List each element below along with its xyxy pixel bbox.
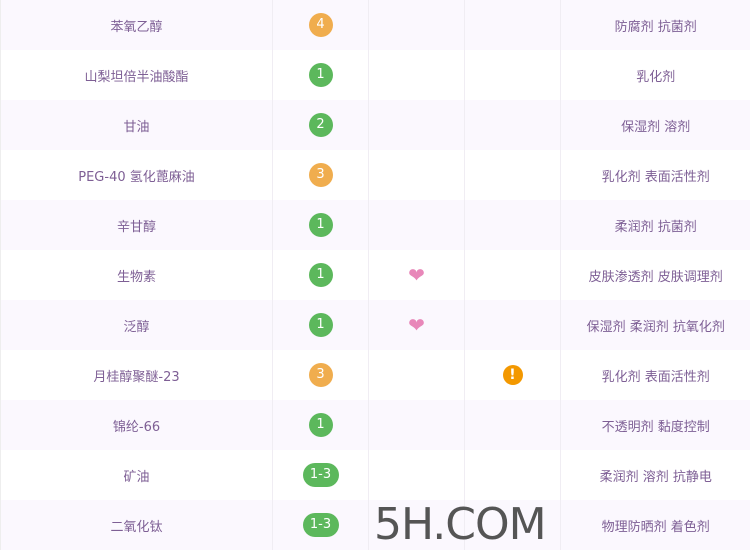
usage-purpose: 保湿剂 溶剂 [560,100,750,150]
usage-purpose: 防腐剂 抗菌剂 [560,0,750,50]
usage-purpose: 保湿剂 柔润剂 抗氧化剂 [560,300,750,350]
safety-score-badge: 1 [308,213,333,237]
ingredient-name[interactable]: PEG-40 氢化蓖麻油 [0,150,273,200]
active-cell [368,100,465,150]
risk-cell: ! [464,350,561,400]
usage-purpose: 柔润剂 溶剂 抗静电 [560,450,750,500]
risk-cell [464,400,561,450]
ingredient-name[interactable]: 生物素 [0,250,273,300]
safety-score-badge: 1-3 [302,463,339,487]
ingredient-name[interactable]: 二氧化钛 [0,500,273,550]
usage-purpose: 乳化剂 表面活性剂 [560,350,750,400]
risk-cell [464,250,561,300]
risk-cell [464,150,561,200]
safety-score-badge: 2 [308,113,333,137]
table-row[interactable]: 苯氧乙醇 4 防腐剂 抗菌剂 [0,0,750,50]
heart-icon: ❤ [408,263,425,287]
safety-score-badge: 1 [308,263,333,287]
safety-score-cell: 1 [272,200,369,250]
table-row[interactable]: 泛醇 1 ❤ 保湿剂 柔润剂 抗氧化剂 [0,300,750,350]
active-cell [368,0,465,50]
risk-cell [464,50,561,100]
active-cell [368,200,465,250]
ingredient-name[interactable]: 辛甘醇 [0,200,273,250]
heart-icon: ❤ [408,313,425,337]
risk-cell [464,500,561,550]
safety-score-cell: 3 [272,350,369,400]
active-cell [368,150,465,200]
ingredient-name[interactable]: 山梨坦倍半油酸酯 [0,50,273,100]
table-row[interactable]: PEG-40 氢化蓖麻油 3 乳化剂 表面活性剂 [0,150,750,200]
risk-cell [464,300,561,350]
table-row[interactable]: 矿油 1-3 柔润剂 溶剂 抗静电 [0,450,750,500]
risk-cell [464,200,561,250]
table-row[interactable]: 月桂醇聚醚-23 3 ! 乳化剂 表面活性剂 [0,350,750,400]
active-cell [368,450,465,500]
safety-score-badge: 3 [308,163,333,187]
table-row[interactable]: 二氧化钛 1-3 物理防晒剂 着色剂 [0,500,750,550]
safety-score-cell: 1-3 [272,450,369,500]
table-row[interactable]: 甘油 2 保湿剂 溶剂 [0,100,750,150]
safety-score-badge: 1 [308,63,333,87]
safety-score-cell: 1-3 [272,500,369,550]
safety-score-badge: 4 [308,13,333,37]
ingredient-name[interactable]: 泛醇 [0,300,273,350]
exclamation-circle-icon: ! [502,365,523,385]
table-row[interactable]: 锦纶-66 1 不透明剂 黏度控制 [0,400,750,450]
ingredient-name[interactable]: 矿油 [0,450,273,500]
safety-score-badge: 1-3 [302,513,339,537]
active-cell [368,350,465,400]
safety-score-badge: 1 [308,313,333,337]
table-row[interactable]: 辛甘醇 1 柔润剂 抗菌剂 [0,200,750,250]
safety-score-cell: 4 [272,0,369,50]
table-row[interactable]: 生物素 1 ❤ 皮肤渗透剂 皮肤调理剂 [0,250,750,300]
ingredient-name[interactable]: 甘油 [0,100,273,150]
usage-purpose: 不透明剂 黏度控制 [560,400,750,450]
active-cell: ❤ [368,300,465,350]
safety-score-cell: 1 [272,300,369,350]
active-cell: ❤ [368,250,465,300]
usage-purpose: 柔润剂 抗菌剂 [560,200,750,250]
usage-purpose: 乳化剂 表面活性剂 [560,150,750,200]
ingredient-name[interactable]: 锦纶-66 [0,400,273,450]
active-cell [368,400,465,450]
safety-score-cell: 1 [272,50,369,100]
risk-cell [464,450,561,500]
usage-purpose: 皮肤渗透剂 皮肤调理剂 [560,250,750,300]
safety-score-cell: 2 [272,100,369,150]
usage-purpose: 物理防晒剂 着色剂 [560,500,750,550]
ingredient-name[interactable]: 苯氧乙醇 [0,0,273,50]
safety-score-badge: 1 [308,413,333,437]
safety-score-cell: 1 [272,250,369,300]
safety-score-cell: 3 [272,150,369,200]
active-cell [368,50,465,100]
safety-score-badge: 3 [308,363,333,387]
table-row[interactable]: 山梨坦倍半油酸酯 1 乳化剂 [0,50,750,100]
ingredient-name[interactable]: 月桂醇聚醚-23 [0,350,273,400]
risk-cell [464,0,561,50]
active-cell [368,500,465,550]
safety-score-cell: 1 [272,400,369,450]
risk-cell [464,100,561,150]
usage-purpose: 乳化剂 [560,50,750,100]
watermark: 5H.COM [374,502,547,548]
